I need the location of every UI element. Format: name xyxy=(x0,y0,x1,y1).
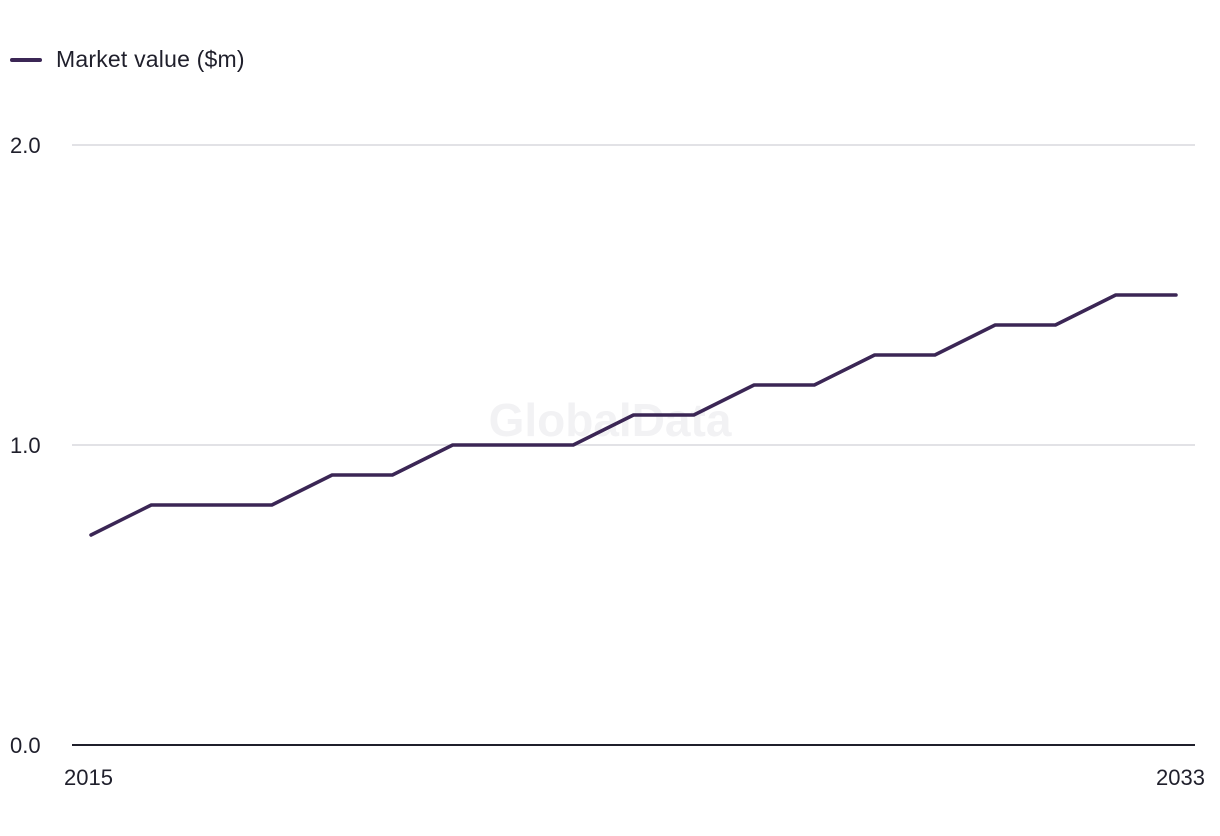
data-point xyxy=(752,383,756,387)
x-axis-ticks: 2015 2033 xyxy=(64,765,1205,790)
data-point xyxy=(511,443,515,447)
data-point xyxy=(813,383,816,387)
data-point xyxy=(993,323,997,327)
data-point xyxy=(150,503,153,507)
data-point xyxy=(270,503,274,507)
data-point xyxy=(873,353,876,357)
data-point xyxy=(632,413,635,417)
data-point xyxy=(391,473,394,477)
data-point xyxy=(1054,323,1057,327)
x-tick-label: 2015 xyxy=(64,765,113,790)
data-point xyxy=(451,443,454,447)
data-point xyxy=(89,533,93,537)
series-layer xyxy=(89,293,1178,537)
legend-swatch xyxy=(10,57,42,62)
data-point xyxy=(692,413,695,417)
x-tick-label: 2033 xyxy=(1156,765,1205,790)
data-point xyxy=(1174,293,1178,297)
legend-label: Market value ($m) xyxy=(56,46,245,72)
y-tick-label: 2.0 xyxy=(10,133,41,158)
data-point xyxy=(572,443,575,447)
y-tick-label: 1.0 xyxy=(10,433,41,458)
legend: Market value ($m) xyxy=(10,46,245,73)
watermark: GlobalData xyxy=(489,394,732,446)
data-point xyxy=(933,353,937,357)
y-axis-ticks: 0.0 1.0 2.0 xyxy=(10,133,41,758)
data-point xyxy=(210,503,213,507)
data-point xyxy=(1114,293,1117,297)
y-tick-label: 0.0 xyxy=(10,733,41,758)
gridlines xyxy=(72,144,1195,446)
data-point xyxy=(330,473,334,477)
